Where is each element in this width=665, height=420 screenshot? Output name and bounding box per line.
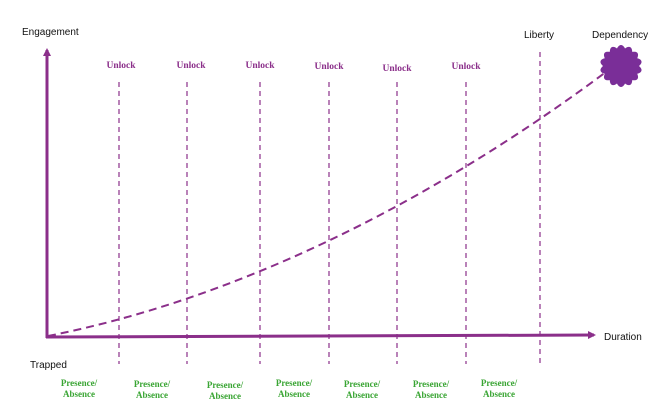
unlock-label: Unlock <box>314 62 344 72</box>
presence-label: Presence/ <box>344 379 381 389</box>
x-axis-line <box>45 331 596 340</box>
dependency-seal-icon <box>600 45 642 87</box>
unlock-label: Unlock <box>451 62 481 72</box>
presence-label: Presence/ <box>61 378 98 388</box>
presence-label: Presence/ <box>413 379 450 389</box>
absence-label: Absence <box>63 389 95 399</box>
x-axis-label: Duration <box>604 332 642 343</box>
absence-label: Absence <box>136 390 168 400</box>
engagement-curve <box>47 71 607 337</box>
presence-label: Presence/ <box>481 378 518 388</box>
presence-label: Presence/ <box>134 379 171 389</box>
absence-label: Absence <box>483 389 515 399</box>
unlock-labels: Unlock Unlock Unlock Unlock Unlock Unloc… <box>106 61 481 74</box>
stage-lines <box>118 52 541 364</box>
presence-labels: Presence/ Absence Presence/ Absence Pres… <box>61 378 518 401</box>
unlock-label: Unlock <box>382 64 412 74</box>
dependency-label: Dependency <box>592 30 648 41</box>
presence-label: Presence/ <box>276 378 313 388</box>
origin-label: Trapped <box>30 360 67 371</box>
unlock-label: Unlock <box>176 61 206 71</box>
unlock-label: Unlock <box>245 61 275 71</box>
absence-label: Absence <box>209 391 241 401</box>
absence-label: Absence <box>346 390 378 400</box>
y-axis-label: Engagement <box>22 27 79 38</box>
absence-label: Absence <box>415 390 447 400</box>
unlock-label: Unlock <box>106 61 136 71</box>
liberty-label: Liberty <box>524 30 554 41</box>
presence-label: Presence/ <box>207 380 244 390</box>
absence-label: Absence <box>278 389 310 399</box>
